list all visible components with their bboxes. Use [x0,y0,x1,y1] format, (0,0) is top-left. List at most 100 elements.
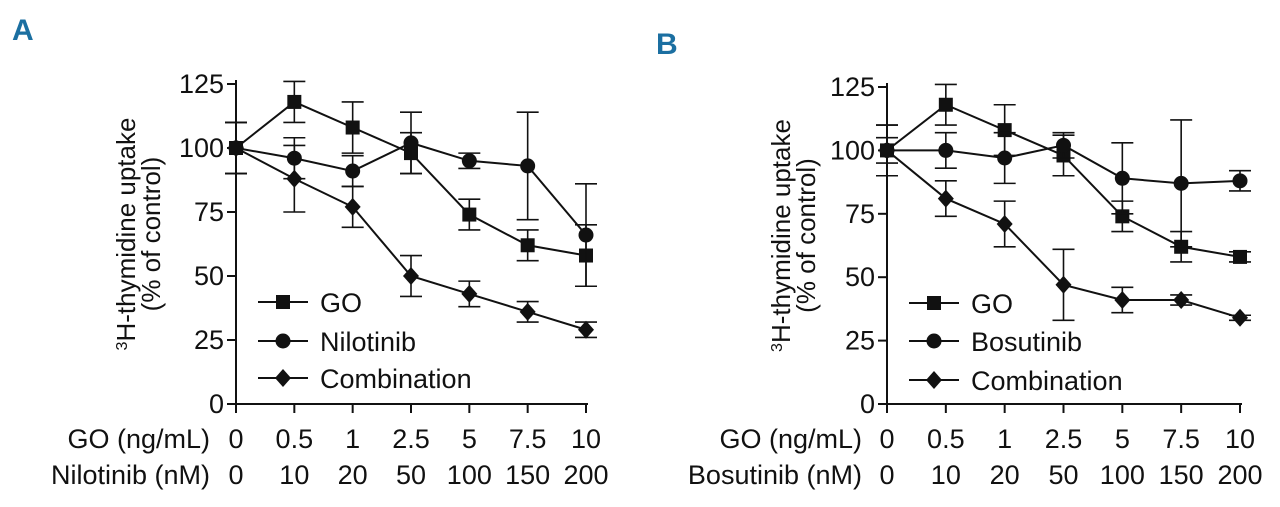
data-point [1173,175,1189,191]
data-point [287,94,302,109]
legend-label: GO [971,289,1013,319]
x-tick-label-row1: 2.5 [1045,424,1083,454]
y-axis-label-superscript: 3 [114,341,131,350]
y-tick-label: 100 [179,133,224,163]
panel-a-chart: 0255075100125000.5101202.55051007.515010… [51,69,609,490]
series-go [876,83,1251,264]
x-row1-axis-label: GO (ng/mL) [67,424,210,454]
panel-b-chart: 0255075100125000.5101202.55051007.515010… [688,72,1263,490]
x-tick-label-row1: 10 [571,424,601,454]
x-tick-label-row1: 2.5 [392,424,430,454]
data-point [461,153,477,169]
data-point [228,139,244,157]
x-tick-label-row1: 5 [1115,424,1130,454]
data-point [996,214,1013,233]
x-tick-label-row1: 0 [228,424,243,454]
x-tick-label-row1: 0.5 [276,424,314,454]
data-point [1056,137,1071,153]
legend-marker-circle [275,333,291,349]
x-tick-label-row2: 10 [931,460,961,490]
panel-letter-b: B [656,28,678,61]
x-tick-label-row2: 150 [505,460,550,490]
data-point [879,141,895,160]
data-point [1233,249,1247,264]
x-tick-label-row1: 0 [879,424,894,454]
data-point [403,135,419,151]
legend-marker-circle [926,333,942,349]
y-tick-label: 75 [194,197,224,227]
y-tick-label: 75 [845,199,875,229]
data-point [938,97,953,112]
y-axis-label-text: H-thymidine uptake [766,119,796,343]
data-point [1114,291,1131,310]
y-tick-label: 0 [860,389,875,419]
data-point [403,267,419,285]
y-tick-label: 50 [194,261,224,291]
data-point [461,284,478,303]
legend-marker-diamond [926,371,942,389]
x-tick-label-row1: 7.5 [509,424,547,454]
legend-marker-diamond [275,369,291,387]
data-point [519,302,536,321]
x-tick-label-row1: 1 [997,424,1012,454]
series-bosutinib [876,119,1251,248]
data-point [1114,170,1130,186]
data-point [997,150,1013,166]
x-tick-label-row1: 10 [1225,424,1255,454]
x-tick-label-row2: 50 [1048,460,1078,490]
y-tick-label: 25 [845,326,875,356]
data-point [520,238,535,253]
y-tick-label: 100 [830,135,875,165]
y-tick-label: 50 [845,262,875,292]
x-tick-label-row2: 10 [279,460,309,490]
y-axis-label-units: (% of control) [791,158,821,313]
y-axis-label: 3H-thymidine uptake [111,118,141,351]
data-point [1232,173,1248,189]
x-tick-label-row2: 0 [228,460,243,490]
data-point [345,120,360,135]
data-point [997,123,1012,138]
x-tick-label-row2: 20 [338,460,368,490]
y-tick-label: 0 [209,389,224,419]
data-point [462,207,477,222]
data-point [1055,275,1072,294]
legend-label: Combination [320,364,472,394]
data-point [1232,308,1248,327]
x-row2-axis-label: Nilotinib (nM) [51,460,210,490]
data-point [344,197,361,216]
y-axis-label-units: (% of control) [136,157,166,312]
series-combination [225,121,597,339]
data-point [938,142,954,158]
legend-label: GO [320,288,362,318]
y-tick-label: 125 [830,72,875,102]
legend-label: Bosutinib [971,327,1082,357]
y-axis-label-text: H-thymidine uptake [111,118,141,342]
y-tick-label: 125 [179,69,224,99]
x-tick-label-row2: 100 [447,460,492,490]
data-point [345,163,361,179]
x-tick-label-row2: 100 [1100,460,1145,490]
panel-letter-a: A [12,14,34,47]
y-axis-label: 3H-thymidine uptake [766,119,796,352]
legend-label: Nilotinib [320,327,416,357]
x-tick-label-row1: 0.5 [927,424,965,454]
x-tick-label-row2: 200 [1217,460,1262,490]
y-tick-label: 25 [194,325,224,355]
x-tick-label-row2: 200 [563,460,608,490]
x-tick-label-row2: 20 [990,460,1020,490]
data-point [578,227,594,243]
x-row1-axis-label: GO (ng/mL) [719,424,862,454]
legend-marker-square [276,295,290,309]
series-combination [876,124,1251,327]
x-tick-label-row1: 7.5 [1162,424,1200,454]
data-point [937,189,954,208]
data-point [286,169,303,188]
x-tick-label-row2: 50 [396,460,426,490]
legend-marker-square [927,296,941,310]
x-tick-label-row2: 150 [1159,460,1204,490]
data-point [520,158,536,174]
data-point [1115,209,1130,224]
x-row2-axis-label: Bosutinib (nM) [688,460,862,490]
x-tick-label-row1: 1 [345,424,360,454]
